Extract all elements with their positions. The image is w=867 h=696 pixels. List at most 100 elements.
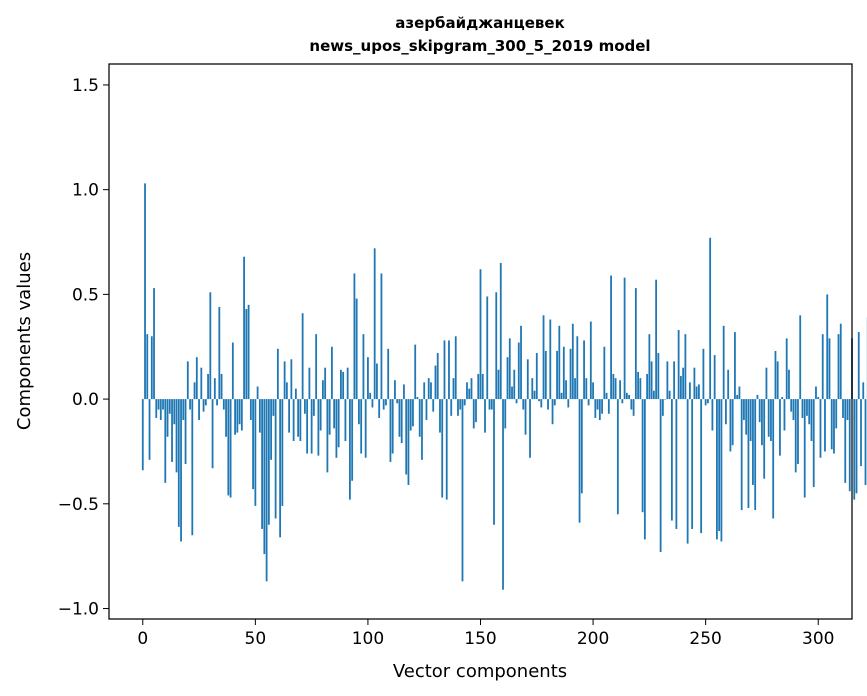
- bar-121: [414, 344, 417, 400]
- bar-61: [279, 399, 282, 538]
- bar-37: [225, 399, 227, 437]
- bar-81: [324, 367, 327, 400]
- bar-255: [716, 399, 718, 540]
- bar-134: [443, 340, 446, 400]
- bar-114: [398, 399, 401, 437]
- bar-109: [387, 348, 390, 400]
- bar-207: [607, 399, 610, 414]
- bar-287: [788, 369, 790, 400]
- bar-67: [292, 399, 295, 441]
- bar-258: [722, 325, 725, 400]
- bar-80: [321, 380, 324, 400]
- x-tick-label: 0: [137, 629, 148, 649]
- bar-147: [472, 399, 475, 429]
- bar-320: [862, 382, 865, 400]
- bar-202: [596, 399, 599, 410]
- bar-38: [227, 399, 230, 496]
- bar-108: [385, 399, 387, 406]
- bar-55: [265, 399, 268, 582]
- bar-289: [792, 399, 795, 421]
- bar-41: [234, 399, 236, 435]
- bar-53: [261, 399, 264, 529]
- bar-77: [315, 334, 318, 400]
- bar-58: [272, 399, 275, 416]
- bar-79: [319, 399, 322, 431]
- bar-172: [529, 399, 531, 458]
- bar-265: [738, 386, 741, 400]
- bar-8: [159, 399, 162, 421]
- bar-63: [283, 361, 286, 400]
- bar-245: [693, 367, 696, 400]
- bar-2: [146, 334, 149, 400]
- x-tick-label: 150: [464, 629, 496, 649]
- chart-title-line1: азербайджанцевек: [395, 14, 565, 32]
- bar-138: [452, 378, 455, 400]
- bar-27: [202, 399, 205, 412]
- bar-190: [569, 348, 572, 400]
- bar-188: [565, 380, 567, 400]
- bar-99: [364, 399, 367, 458]
- bar-231: [661, 399, 664, 416]
- bar-97: [360, 399, 363, 454]
- bar-217: [630, 399, 633, 410]
- bar-157: [495, 292, 498, 400]
- bar-298: [812, 399, 815, 488]
- bar-29: [207, 373, 209, 400]
- bar-285: [783, 399, 786, 431]
- bar-76: [312, 399, 315, 416]
- bar-160: [502, 399, 504, 590]
- bar-185: [558, 325, 561, 400]
- bar-305: [828, 338, 831, 400]
- bar-129: [432, 399, 435, 412]
- bar-248: [700, 399, 703, 534]
- bar-226: [650, 361, 653, 400]
- bar-296: [808, 399, 811, 425]
- bar-72: [303, 399, 306, 414]
- bar-183: [553, 399, 556, 406]
- bar-65: [288, 399, 291, 433]
- bar-319: [860, 399, 862, 467]
- bar-84: [330, 346, 333, 400]
- bar-214: [623, 277, 626, 400]
- bar-268: [745, 399, 748, 435]
- bar-182: [551, 399, 554, 425]
- y-tick-label: −1.0: [58, 600, 99, 620]
- bar-237: [675, 399, 678, 529]
- bar-215: [625, 392, 628, 400]
- bar-46: [245, 309, 248, 400]
- bar-187: [562, 346, 565, 400]
- bar-146: [470, 378, 473, 400]
- bar-286: [785, 338, 788, 400]
- bar-127: [427, 378, 430, 400]
- bar-220: [637, 371, 640, 400]
- y-axis-label: Components values: [14, 252, 35, 430]
- bar-45: [243, 256, 245, 400]
- bar-167: [517, 342, 520, 400]
- bar-154: [488, 399, 491, 410]
- bar-306: [830, 399, 833, 450]
- bar-104: [376, 363, 378, 400]
- bar-33: [216, 399, 218, 406]
- bar-12: [168, 399, 171, 414]
- bar-96: [358, 399, 360, 425]
- bar-135: [445, 399, 448, 500]
- bar-132: [439, 399, 441, 433]
- bar-186: [560, 392, 563, 400]
- bar-93: [351, 399, 354, 481]
- bar-144: [466, 382, 468, 400]
- bar-244: [691, 399, 694, 529]
- bar-103: [373, 248, 376, 400]
- bar-168: [520, 325, 522, 400]
- bar-148: [475, 399, 477, 423]
- bar-110: [389, 399, 392, 462]
- y-tick-label: 1.0: [72, 181, 99, 201]
- bar-272: [754, 399, 757, 511]
- bar-232: [664, 399, 667, 400]
- bar-276: [763, 399, 766, 479]
- bar-267: [743, 399, 745, 421]
- bar-69: [297, 399, 300, 437]
- bar-165: [513, 369, 516, 400]
- bar-206: [605, 392, 608, 400]
- bar-115: [400, 399, 403, 444]
